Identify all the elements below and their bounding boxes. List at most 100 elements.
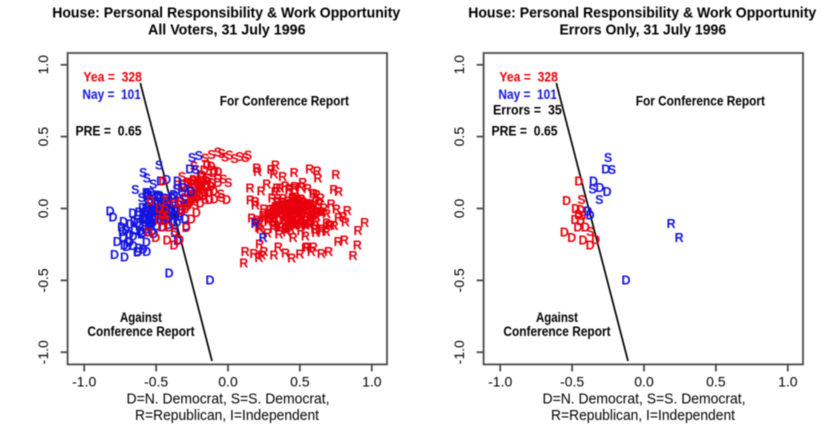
svg-text:D: D	[576, 214, 585, 228]
svg-text:S: S	[225, 149, 233, 163]
svg-text:R: R	[667, 217, 676, 231]
svg-text:R: R	[266, 211, 275, 225]
svg-text:D: D	[169, 192, 178, 206]
svg-text:D: D	[120, 251, 129, 265]
svg-text:R: R	[294, 203, 303, 217]
svg-text:R: R	[311, 215, 320, 229]
svg-text:D: D	[591, 233, 600, 247]
svg-text:D: D	[213, 165, 222, 179]
svg-text:R: R	[247, 212, 256, 226]
svg-text:R: R	[307, 201, 316, 215]
svg-text:R: R	[285, 211, 294, 225]
svg-text:R: R	[312, 188, 321, 202]
svg-text:D: D	[144, 226, 153, 240]
svg-text:D: D	[570, 213, 579, 227]
svg-text:R: R	[272, 203, 281, 217]
svg-text:R: R	[295, 248, 304, 262]
svg-text:D=N. Democrat, S=S. Democrat,: D=N. Democrat, S=S. Democrat,	[127, 392, 330, 408]
svg-text:D: D	[158, 220, 167, 234]
svg-text:D: D	[156, 175, 165, 189]
svg-text:D: D	[160, 201, 169, 215]
svg-text:D: D	[158, 175, 167, 189]
svg-text:D: D	[574, 175, 583, 189]
svg-text:D: D	[205, 186, 214, 200]
svg-text:S: S	[595, 193, 603, 207]
svg-text:R: R	[314, 197, 323, 211]
svg-text:R: R	[332, 203, 341, 217]
svg-text:D: D	[140, 211, 149, 225]
svg-text:R: R	[270, 212, 279, 226]
svg-text:S: S	[202, 174, 210, 188]
svg-text:D: D	[161, 192, 170, 206]
svg-text:D: D	[148, 225, 157, 239]
svg-text:R: R	[284, 205, 293, 219]
svg-text:D: D	[153, 197, 162, 211]
svg-text:D: D	[203, 180, 212, 194]
svg-text:D: D	[138, 226, 147, 240]
svg-text:R: R	[268, 191, 277, 205]
svg-text:D: D	[135, 220, 144, 234]
svg-text:D: D	[134, 242, 143, 256]
svg-text:D: D	[170, 197, 179, 211]
svg-text:D: D	[153, 190, 162, 204]
svg-text:R: R	[282, 226, 291, 240]
svg-text:R: R	[254, 251, 263, 265]
svg-text:R: R	[298, 198, 307, 212]
svg-text:R: R	[279, 199, 288, 213]
svg-text:D: D	[595, 181, 604, 195]
svg-text:D: D	[164, 218, 173, 232]
svg-text:D: D	[146, 194, 155, 208]
svg-text:D: D	[165, 221, 174, 235]
svg-text:D: D	[589, 175, 598, 189]
svg-text:R: R	[286, 215, 295, 229]
svg-text:R: R	[318, 205, 327, 219]
svg-text:R: R	[302, 214, 311, 228]
svg-text:D: D	[167, 190, 176, 204]
svg-text:R: R	[289, 192, 298, 206]
svg-text:R: R	[311, 195, 320, 209]
svg-text:D: D	[144, 225, 153, 239]
svg-text:S: S	[161, 193, 169, 207]
svg-text:D: D	[196, 177, 205, 191]
svg-text:R: R	[276, 181, 285, 195]
svg-text:D: D	[157, 205, 166, 219]
svg-text:R: R	[290, 166, 299, 180]
svg-text:R: R	[284, 197, 293, 211]
svg-text:S: S	[203, 172, 211, 186]
svg-text:D: D	[163, 198, 172, 212]
svg-text:D: D	[176, 195, 185, 209]
svg-text:D: D	[174, 210, 183, 224]
svg-text:R: R	[285, 205, 294, 219]
svg-text:D: D	[153, 207, 162, 221]
svg-text:S: S	[139, 166, 147, 180]
svg-text:S: S	[194, 190, 202, 204]
svg-text:R: R	[340, 233, 349, 247]
svg-text:R: R	[316, 192, 325, 206]
svg-text:D: D	[160, 203, 169, 217]
svg-text:R: R	[271, 185, 280, 199]
svg-text:D: D	[148, 206, 157, 220]
svg-text:R: R	[310, 222, 319, 236]
svg-text:S: S	[188, 174, 196, 188]
svg-text:D: D	[150, 196, 159, 210]
svg-text:D: D	[181, 193, 190, 207]
svg-text:R: R	[278, 192, 287, 206]
svg-text:S: S	[188, 188, 196, 202]
svg-text:R: R	[325, 219, 334, 233]
svg-text:S: S	[156, 192, 164, 206]
svg-text:R: R	[301, 241, 310, 255]
svg-text:R: R	[289, 207, 298, 221]
svg-text:R: R	[322, 217, 331, 231]
svg-text:D: D	[168, 215, 177, 229]
svg-text:R: R	[291, 208, 300, 222]
svg-text:R: R	[324, 245, 333, 259]
svg-text:R: R	[309, 187, 318, 201]
svg-text:R: R	[298, 218, 307, 232]
svg-text:S: S	[170, 225, 178, 239]
svg-text:Nay = 101: Nay = 101	[498, 87, 557, 102]
svg-text:R: R	[271, 211, 280, 225]
svg-text:D: D	[156, 212, 165, 226]
svg-text:R: R	[289, 231, 298, 245]
svg-text:D: D	[142, 245, 151, 259]
svg-text:D: D	[144, 202, 153, 216]
